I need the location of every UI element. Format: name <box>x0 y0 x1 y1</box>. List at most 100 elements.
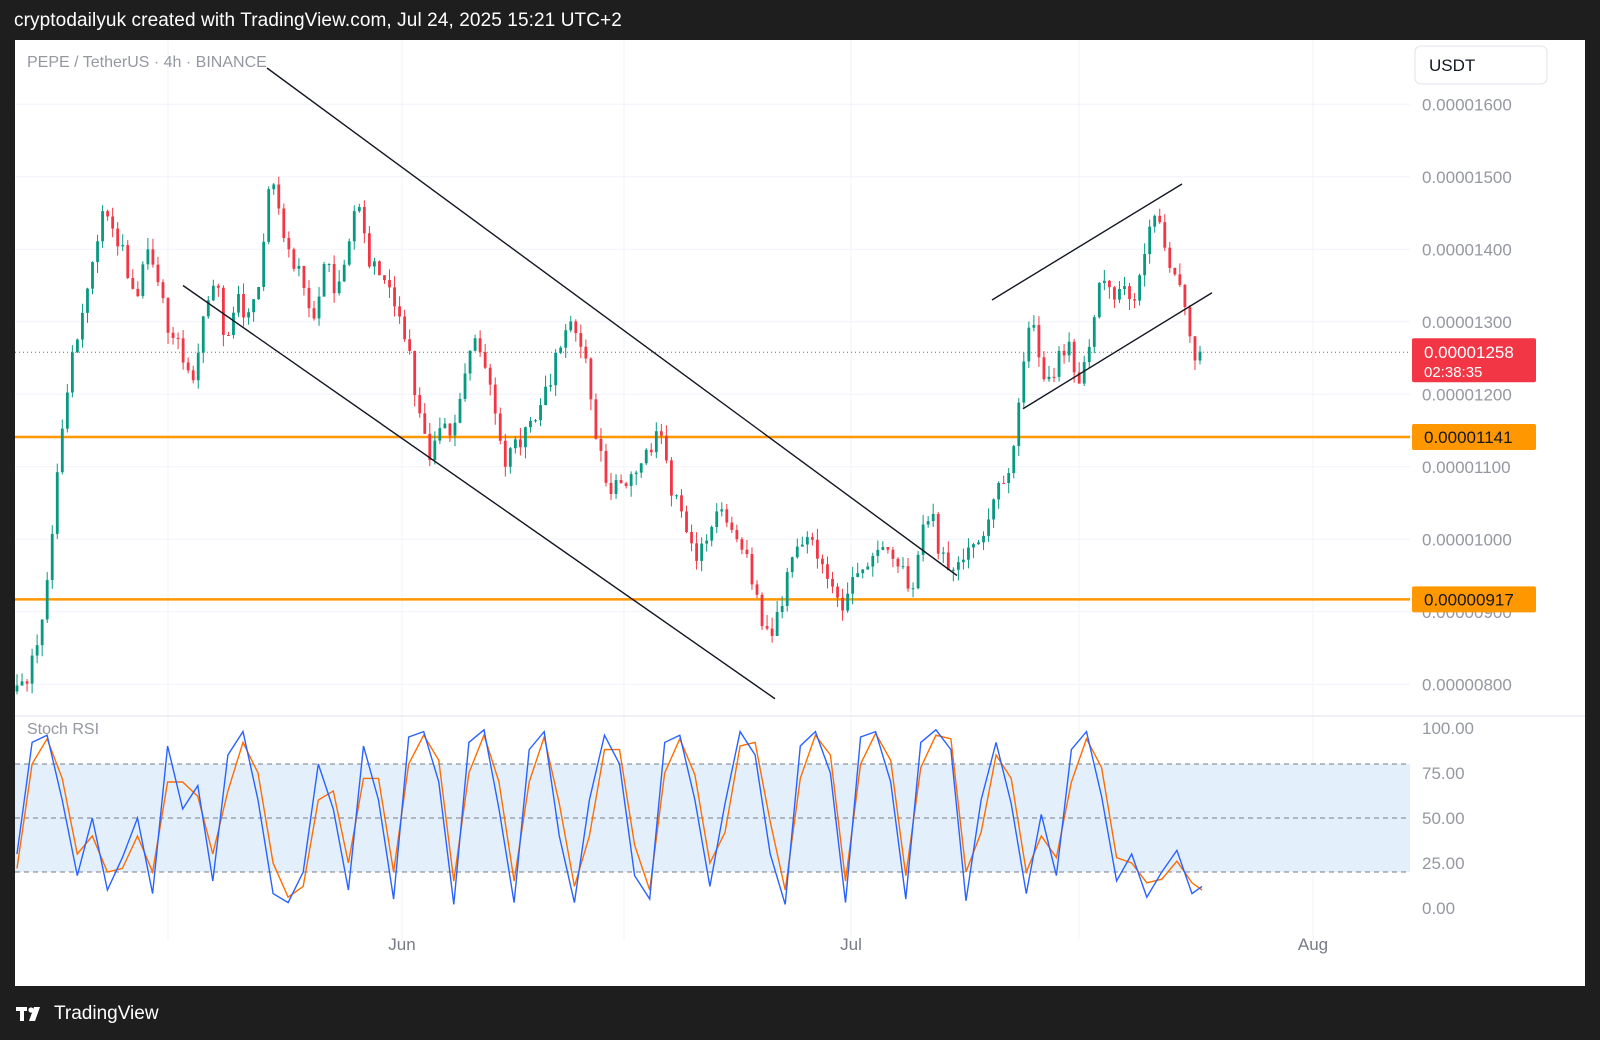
candle <box>685 505 688 534</box>
candle <box>1007 468 1011 494</box>
candle <box>277 176 281 215</box>
candle <box>519 428 522 456</box>
candle <box>297 258 301 277</box>
candle <box>362 200 366 244</box>
candle <box>670 457 673 507</box>
candle <box>901 557 905 570</box>
candle <box>866 562 870 570</box>
candle <box>131 269 135 290</box>
time-axis[interactable]: Jun Jul Aug <box>388 935 1328 954</box>
downtrend-channel-lower[interactable] <box>182 284 776 700</box>
candle <box>378 260 381 276</box>
candle <box>1062 344 1066 364</box>
downtrend-channel-upper[interactable] <box>266 67 958 577</box>
candle <box>252 299 255 322</box>
candle <box>1188 304 1192 343</box>
price-tick-label: 0.00001200 <box>1422 385 1512 404</box>
candle <box>599 427 603 462</box>
candle <box>644 448 648 466</box>
candle <box>1047 365 1051 382</box>
candle <box>383 275 386 284</box>
candle <box>972 542 975 559</box>
candle <box>911 582 915 598</box>
candle <box>498 407 502 445</box>
candle <box>176 332 180 350</box>
candle <box>931 503 935 527</box>
candle <box>544 375 547 406</box>
chart-canvas[interactable]: PEPE / TetherUS · 4h · BINANCE Stoch RSI… <box>15 40 1585 986</box>
candle <box>574 319 578 342</box>
price-tick-label: 0.00001500 <box>1422 168 1512 187</box>
level-badge: 0.00000917 <box>1412 586 1536 613</box>
candle <box>539 398 542 427</box>
candle <box>1123 276 1126 296</box>
candle <box>20 673 24 686</box>
candle <box>50 525 54 589</box>
candle <box>443 417 447 429</box>
candle <box>921 514 925 562</box>
candle <box>257 286 261 300</box>
candle <box>337 270 341 296</box>
candle <box>1168 242 1172 273</box>
candle <box>393 276 396 317</box>
candle <box>317 287 321 326</box>
candle <box>1153 214 1157 233</box>
stoch-tick-label: 25.00 <box>1422 854 1465 873</box>
tradingview-logo-icon <box>16 1007 40 1021</box>
candle <box>735 524 739 543</box>
candle <box>589 357 593 411</box>
candle <box>237 285 240 317</box>
candle <box>388 269 391 298</box>
candle <box>106 209 110 221</box>
candle <box>564 324 568 358</box>
candle <box>639 463 643 478</box>
candle <box>710 525 714 547</box>
tradingview-logo[interactable]: TradingView <box>16 1003 159 1025</box>
price-tick-label: 0.00000800 <box>1422 675 1512 694</box>
last-price-badge: 0.00001258 02:38:35 <box>1412 338 1536 383</box>
candle <box>554 349 558 396</box>
candle <box>322 261 326 297</box>
candle <box>946 541 950 571</box>
candle <box>821 554 824 574</box>
chart-panel[interactable]: PEPE / TetherUS · 4h · BINANCE Stoch RSI… <box>15 40 1585 986</box>
candle <box>101 205 104 248</box>
candle <box>1143 243 1147 287</box>
candle <box>1198 345 1202 365</box>
candle <box>524 426 527 459</box>
rising-channel-upper[interactable] <box>991 183 1183 301</box>
candle <box>675 494 678 500</box>
candle <box>816 528 819 569</box>
candle <box>302 265 306 296</box>
candle <box>750 547 754 590</box>
candle <box>740 537 744 555</box>
candle <box>211 279 215 302</box>
candle <box>1057 346 1061 382</box>
candle <box>1128 282 1131 310</box>
candle <box>433 431 437 465</box>
rising-channel-lower[interactable] <box>1022 292 1213 410</box>
candle <box>700 537 704 572</box>
symbol-label: PEPE / TetherUS · 4h · BINANCE <box>27 54 267 71</box>
candle <box>352 205 356 250</box>
candle <box>206 296 210 319</box>
candle <box>232 306 235 339</box>
candle <box>941 546 945 563</box>
stoch-rsi-label: Stoch RSI <box>27 721 99 738</box>
price-tick-label: 0.00001600 <box>1422 95 1512 114</box>
candle <box>76 338 79 353</box>
candle <box>780 596 784 619</box>
candle <box>1158 208 1162 225</box>
candle <box>15 674 19 695</box>
candle <box>196 343 200 389</box>
candle <box>629 471 633 497</box>
level-badge-label: 0.00001141 <box>1424 428 1513 447</box>
currency-button[interactable]: USDT <box>1414 45 1548 85</box>
candle-countdown: 02:38:35 <box>1424 364 1482 381</box>
candle <box>951 567 955 582</box>
trendlines[interactable] <box>182 67 1213 700</box>
candle <box>594 393 598 440</box>
candle <box>403 309 407 342</box>
candle <box>1027 321 1031 369</box>
candle <box>35 634 39 664</box>
